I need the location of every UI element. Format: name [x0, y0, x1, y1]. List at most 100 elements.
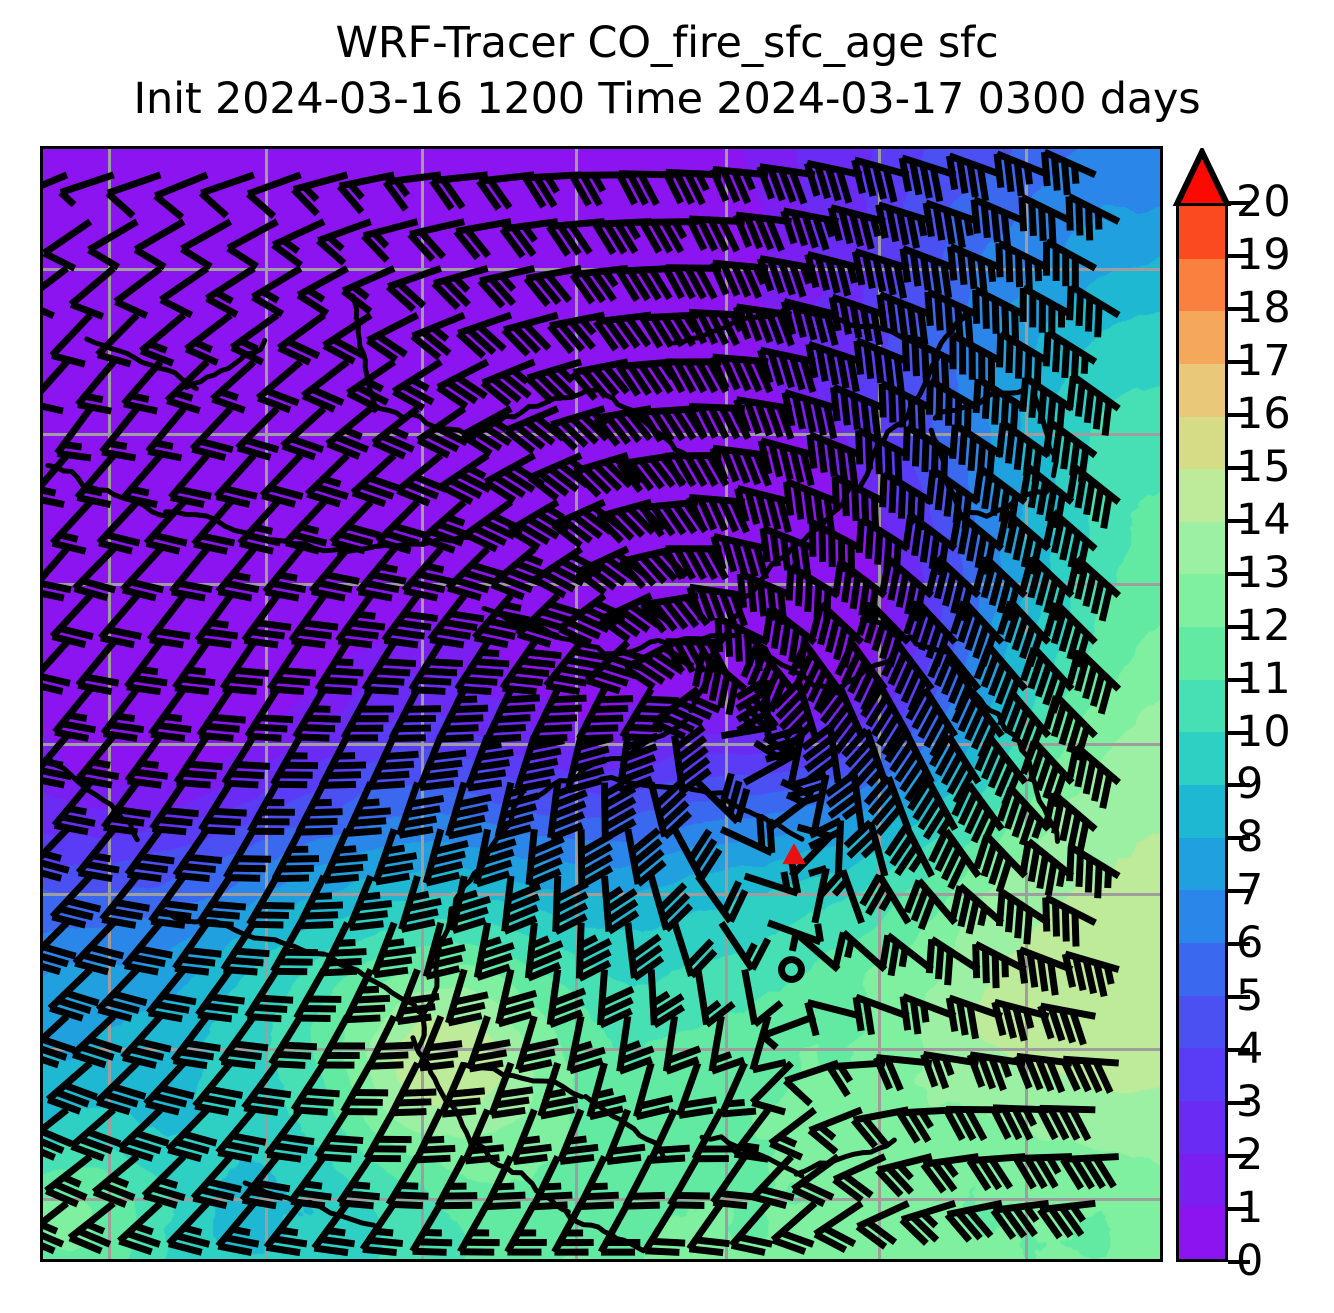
- wind-barb-tick: [568, 1135, 587, 1145]
- wind-barb-tick: [684, 547, 707, 581]
- wind-barb-tick: [756, 814, 766, 849]
- wind-barb-tick: [888, 478, 897, 514]
- wind-barb-tick: [685, 217, 708, 252]
- wind-barb-tick: [990, 1208, 1017, 1240]
- wind-barb-shaft: [100, 780, 140, 830]
- wind-barb-tick: [551, 521, 583, 549]
- wind-barb-shaft: [457, 311, 513, 337]
- wind-barb-tick: [606, 899, 639, 924]
- wind-barb-shaft: [481, 358, 536, 387]
- wind-barb-tick: [44, 758, 64, 769]
- colorbar-tick-label: 10: [1236, 706, 1291, 757]
- wind-barb-tick: [720, 448, 740, 483]
- wind-barb-tick: [550, 811, 585, 831]
- colorbar-tick-label: 0: [1236, 1236, 1264, 1286]
- wind-barb-tick: [977, 906, 989, 927]
- wind-barb-tick: [423, 769, 459, 781]
- wind-barb-tick: [932, 206, 946, 241]
- wind-barb-tick: [993, 153, 1005, 189]
- wind-barb-tick: [707, 405, 730, 440]
- wind-barb-tick: [429, 528, 464, 547]
- wind-barb-tick: [926, 380, 934, 415]
- wind-barb-tick: [1042, 792, 1057, 828]
- wind-barb-tick: [652, 1004, 686, 1029]
- wind-barb-tick: [1000, 212, 1011, 247]
- wind-barb-tick: [753, 545, 770, 580]
- wind-barb-tick: [709, 446, 729, 482]
- wind-barb-tick: [1097, 679, 1114, 715]
- wind-barb-tick: [823, 311, 839, 347]
- wind-barb-tick: [1011, 708, 1030, 744]
- wind-barb-tick: [431, 944, 466, 959]
- wind-barb-tick: [1024, 1156, 1048, 1190]
- wind-barb-tick: [833, 722, 860, 755]
- wind-barb-tick: [1046, 1155, 1062, 1175]
- wind-barb-tick: [476, 963, 511, 981]
- wind-barb-tick: [442, 278, 471, 308]
- wind-barb-tick: [1016, 949, 1029, 984]
- wind-barb-tick: [558, 625, 593, 647]
- wind-barb-tick: [672, 314, 696, 348]
- colorbar-tick-label: 12: [1236, 600, 1291, 651]
- wind-barb-tick: [486, 733, 522, 743]
- wind-barb-tick: [361, 233, 390, 263]
- wind-barb-shaft: [572, 358, 629, 376]
- wind-barb-tick: [197, 636, 232, 649]
- wind-barb-tick: [876, 294, 888, 329]
- wind-barb-shaft: [198, 780, 234, 832]
- wind-barb-shaft: [270, 921, 304, 974]
- wind-barb-tick: [889, 834, 915, 867]
- wind-barb-tick: [43, 1148, 56, 1161]
- wind-barb-tick: [464, 227, 492, 259]
- wind-barb-tick: [639, 554, 668, 585]
- wind-barb-tick: [650, 315, 675, 349]
- wind-barb-tick: [236, 855, 272, 863]
- wind-barb-tick: [397, 1098, 432, 1107]
- wind-barb-shaft: [359, 1201, 397, 1252]
- wind-barb-shaft: [223, 827, 257, 880]
- wind-barb-tick: [528, 951, 563, 971]
- wind-barb-tick: [610, 1143, 646, 1155]
- wind-barb-tick: [345, 1190, 380, 1201]
- wind-barb-tick: [378, 862, 414, 876]
- wind-barb-tick: [814, 923, 824, 943]
- wind-barb-tick: [593, 462, 623, 492]
- wind-barb-shaft: [445, 546, 491, 591]
- wind-barb-tick: [788, 932, 800, 952]
- map-axes[interactable]: [40, 146, 1163, 1262]
- wind-barb-tick: [503, 915, 538, 935]
- wind-barb-tick: [755, 492, 771, 528]
- wind-barb-tick: [839, 300, 852, 335]
- wind-barb-tick: [279, 1226, 299, 1237]
- wind-barb-tick: [124, 962, 159, 976]
- wind-barb-tick: [266, 1150, 302, 1163]
- wind-barb-tick: [491, 1191, 526, 1201]
- wind-barb-shaft: [395, 452, 444, 494]
- wind-barb-tick: [230, 344, 265, 366]
- wind-barb-tick: [446, 1097, 481, 1108]
- wind-barb-tick: [43, 590, 65, 602]
- wind-barb-tick: [1013, 435, 1025, 471]
- wind-barb-tick: [865, 882, 889, 916]
- wind-barb-tick: [875, 1167, 904, 1198]
- wind-barb-tick: [826, 442, 838, 478]
- wind-barb-shaft: [69, 1107, 116, 1149]
- wind-barb-shaft: [572, 264, 629, 279]
- wind-barb-shaft: [530, 1155, 561, 1209]
- colorbar[interactable]: [1172, 148, 1250, 1264]
- wind-barb-tick: [835, 169, 853, 204]
- wind-barb-shaft: [43, 453, 70, 489]
- wind-barb-shaft: [695, 780, 741, 825]
- wind-barb-tick: [498, 1086, 534, 1099]
- wind-barb-tick: [707, 311, 730, 346]
- wind-barb-tick: [450, 1001, 486, 1016]
- wind-barb-tick: [947, 855, 969, 890]
- wind-barb-tick: [121, 586, 157, 602]
- wind-barb-tick: [148, 1009, 183, 1023]
- wind-barb-tick: [1082, 759, 1097, 795]
- wind-barb-tick: [306, 286, 326, 303]
- wind-barb-shaft: [68, 265, 116, 308]
- wind-barb-tick: [943, 209, 956, 245]
- wind-barb-tick: [837, 1064, 854, 1084]
- wind-barb-tick: [1074, 657, 1090, 692]
